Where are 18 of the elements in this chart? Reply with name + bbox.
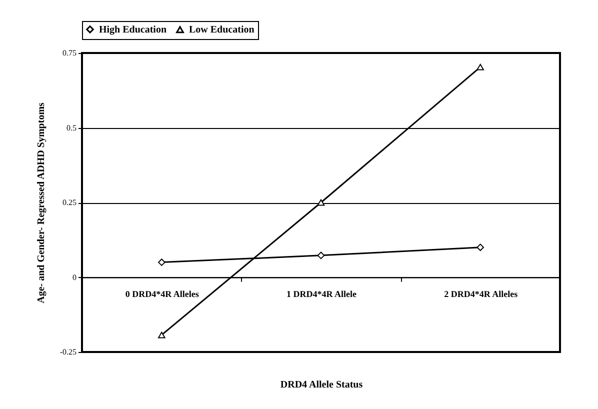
point — [317, 199, 325, 206]
y-tick-label: 0.25 — [62, 198, 76, 207]
point — [476, 244, 484, 252]
y-tick-label: -0.25 — [60, 348, 76, 356]
legend-label: Low Education — [189, 24, 255, 36]
y-tick-label: 0.5 — [66, 123, 76, 132]
x-tick-label: 1 DRD4*4R Allele — [286, 288, 356, 299]
x-tick-label: 2 DRD4*4R Alleles — [444, 288, 518, 299]
legend-label: High Education — [99, 24, 167, 36]
point — [476, 64, 484, 70]
y-tick-label: 0.75 — [62, 48, 76, 58]
x-axis-title: DRD4 Allele Status — [280, 380, 363, 390]
x-tick-label: 0 DRD4*4R Alleles — [125, 288, 200, 299]
y-tick-label: 0 — [72, 272, 76, 282]
point — [158, 332, 166, 338]
point — [317, 252, 325, 260]
y-axis-title: Age- and Gender- Regressed ADHD Symptoms — [36, 102, 47, 304]
point — [158, 258, 166, 266]
